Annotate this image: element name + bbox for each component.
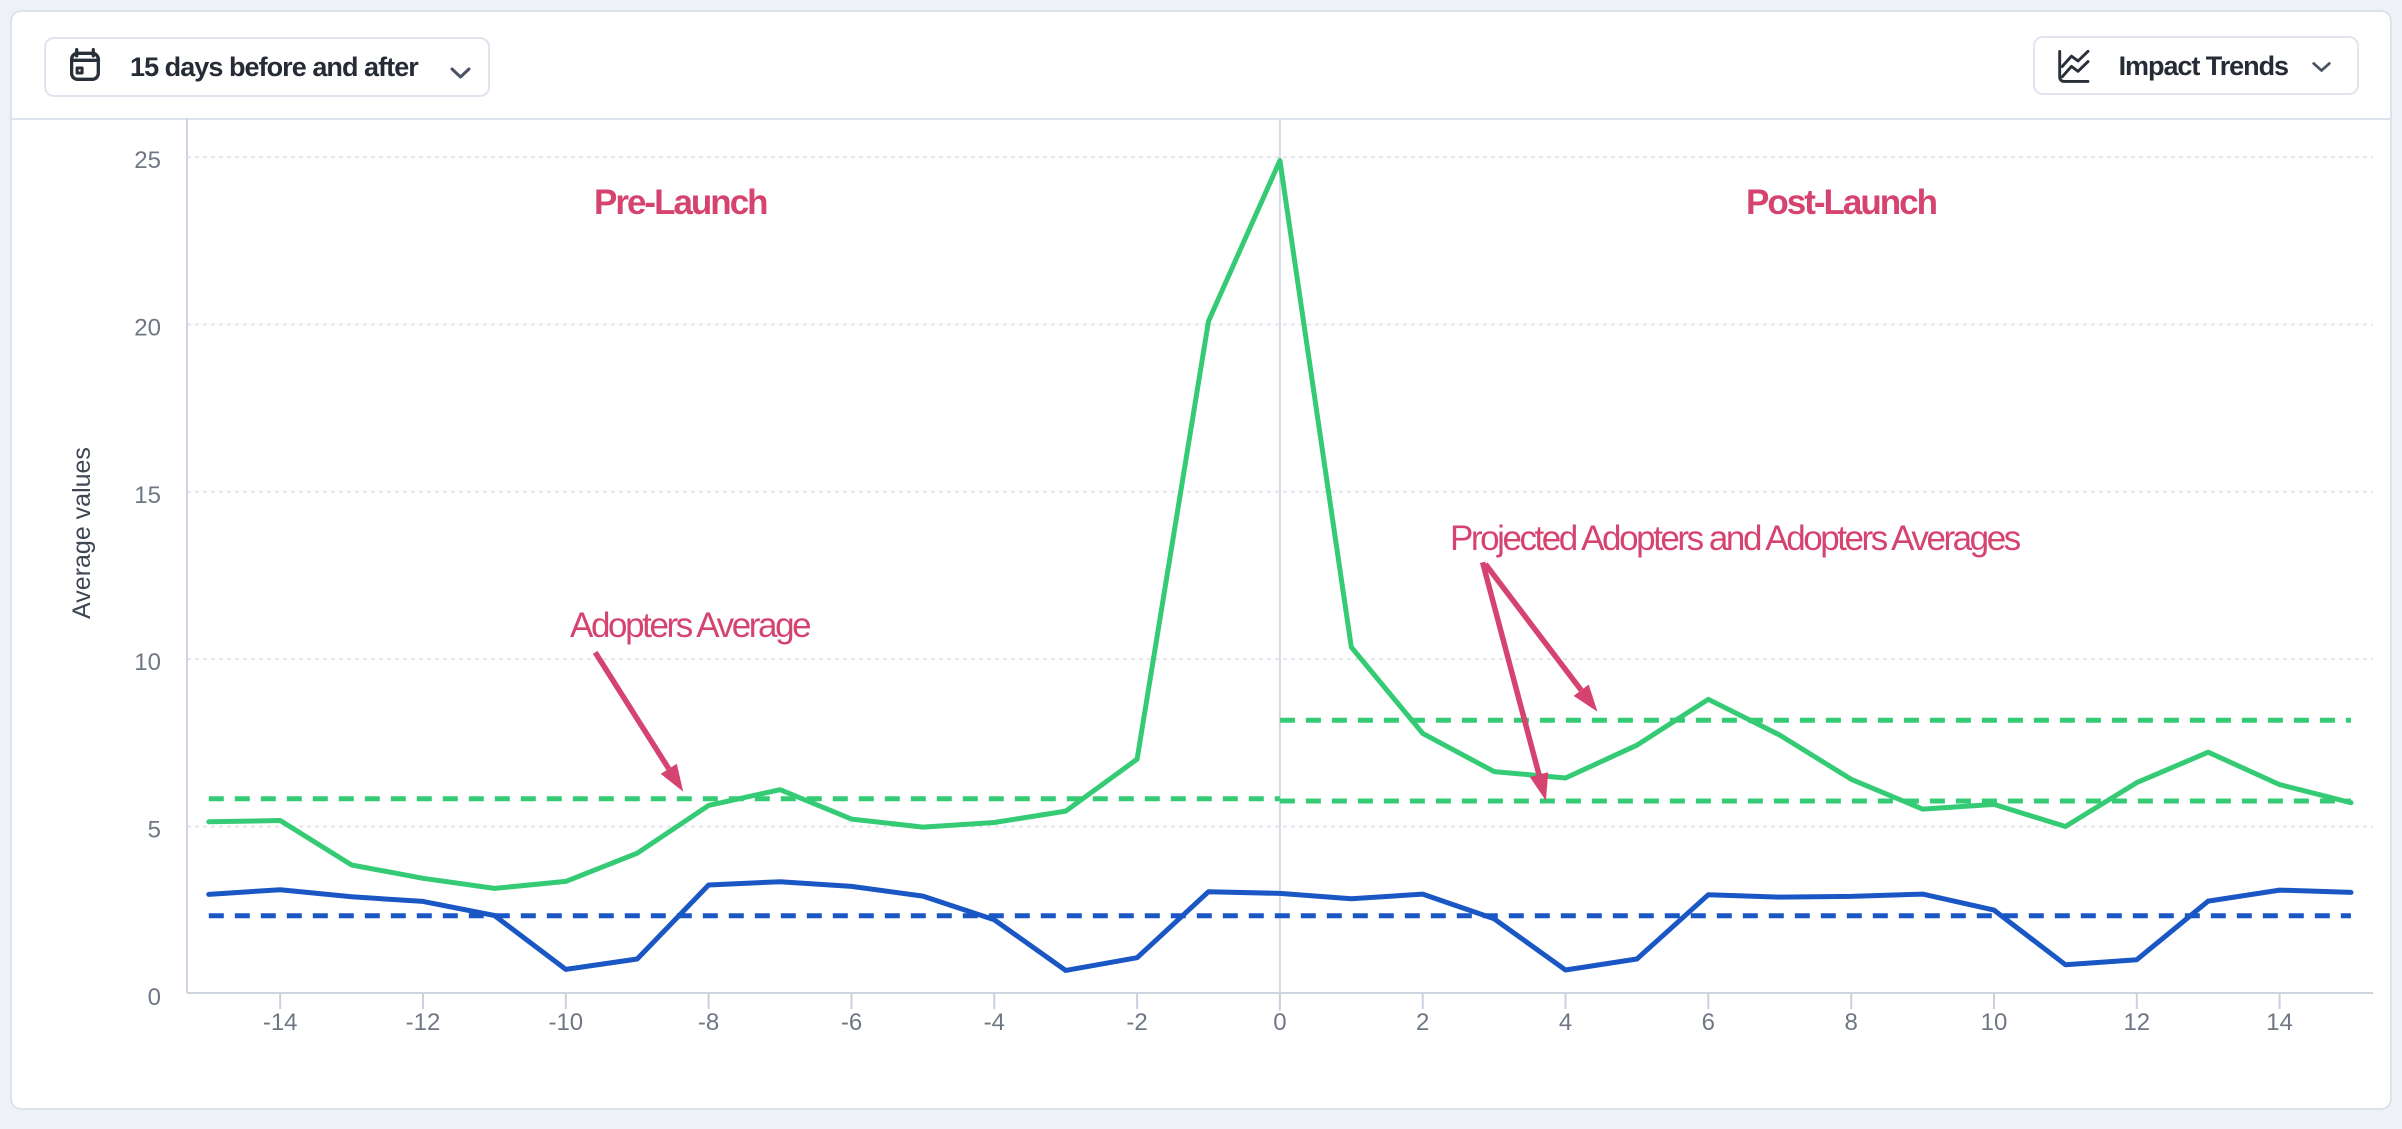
svg-text:-6: -6: [841, 1009, 862, 1036]
svg-text:2: 2: [1416, 1009, 1429, 1036]
svg-text:-14: -14: [263, 1009, 298, 1036]
svg-text:Post-Launch: Post-Launch: [1746, 183, 1937, 222]
svg-text:4: 4: [1559, 1009, 1572, 1036]
svg-text:14: 14: [2266, 1009, 2293, 1036]
svg-text:Pre-Launch: Pre-Launch: [594, 183, 767, 222]
svg-text:Average values: Average values: [68, 447, 96, 619]
svg-text:-12: -12: [406, 1009, 441, 1036]
svg-text:0: 0: [1273, 1009, 1286, 1036]
svg-text:12: 12: [2123, 1009, 2150, 1036]
svg-text:-10: -10: [548, 1009, 583, 1036]
svg-text:10: 10: [1981, 1009, 2008, 1036]
svg-text:Projected Adopters and Adopter: Projected Adopters and Adopters Averages: [1450, 519, 2021, 558]
svg-text:Adopters Average: Adopters Average: [570, 606, 810, 645]
svg-text:5: 5: [148, 817, 161, 844]
svg-text:-4: -4: [984, 1009, 1005, 1036]
svg-text:6: 6: [1702, 1009, 1715, 1036]
svg-text:10: 10: [134, 649, 161, 676]
svg-text:0: 0: [148, 984, 161, 1011]
svg-text:20: 20: [134, 315, 161, 342]
svg-text:25: 25: [134, 147, 161, 174]
svg-text:8: 8: [1845, 1009, 1858, 1036]
svg-text:-2: -2: [1126, 1009, 1147, 1036]
svg-text:15: 15: [134, 482, 161, 509]
svg-text:-8: -8: [698, 1009, 719, 1036]
